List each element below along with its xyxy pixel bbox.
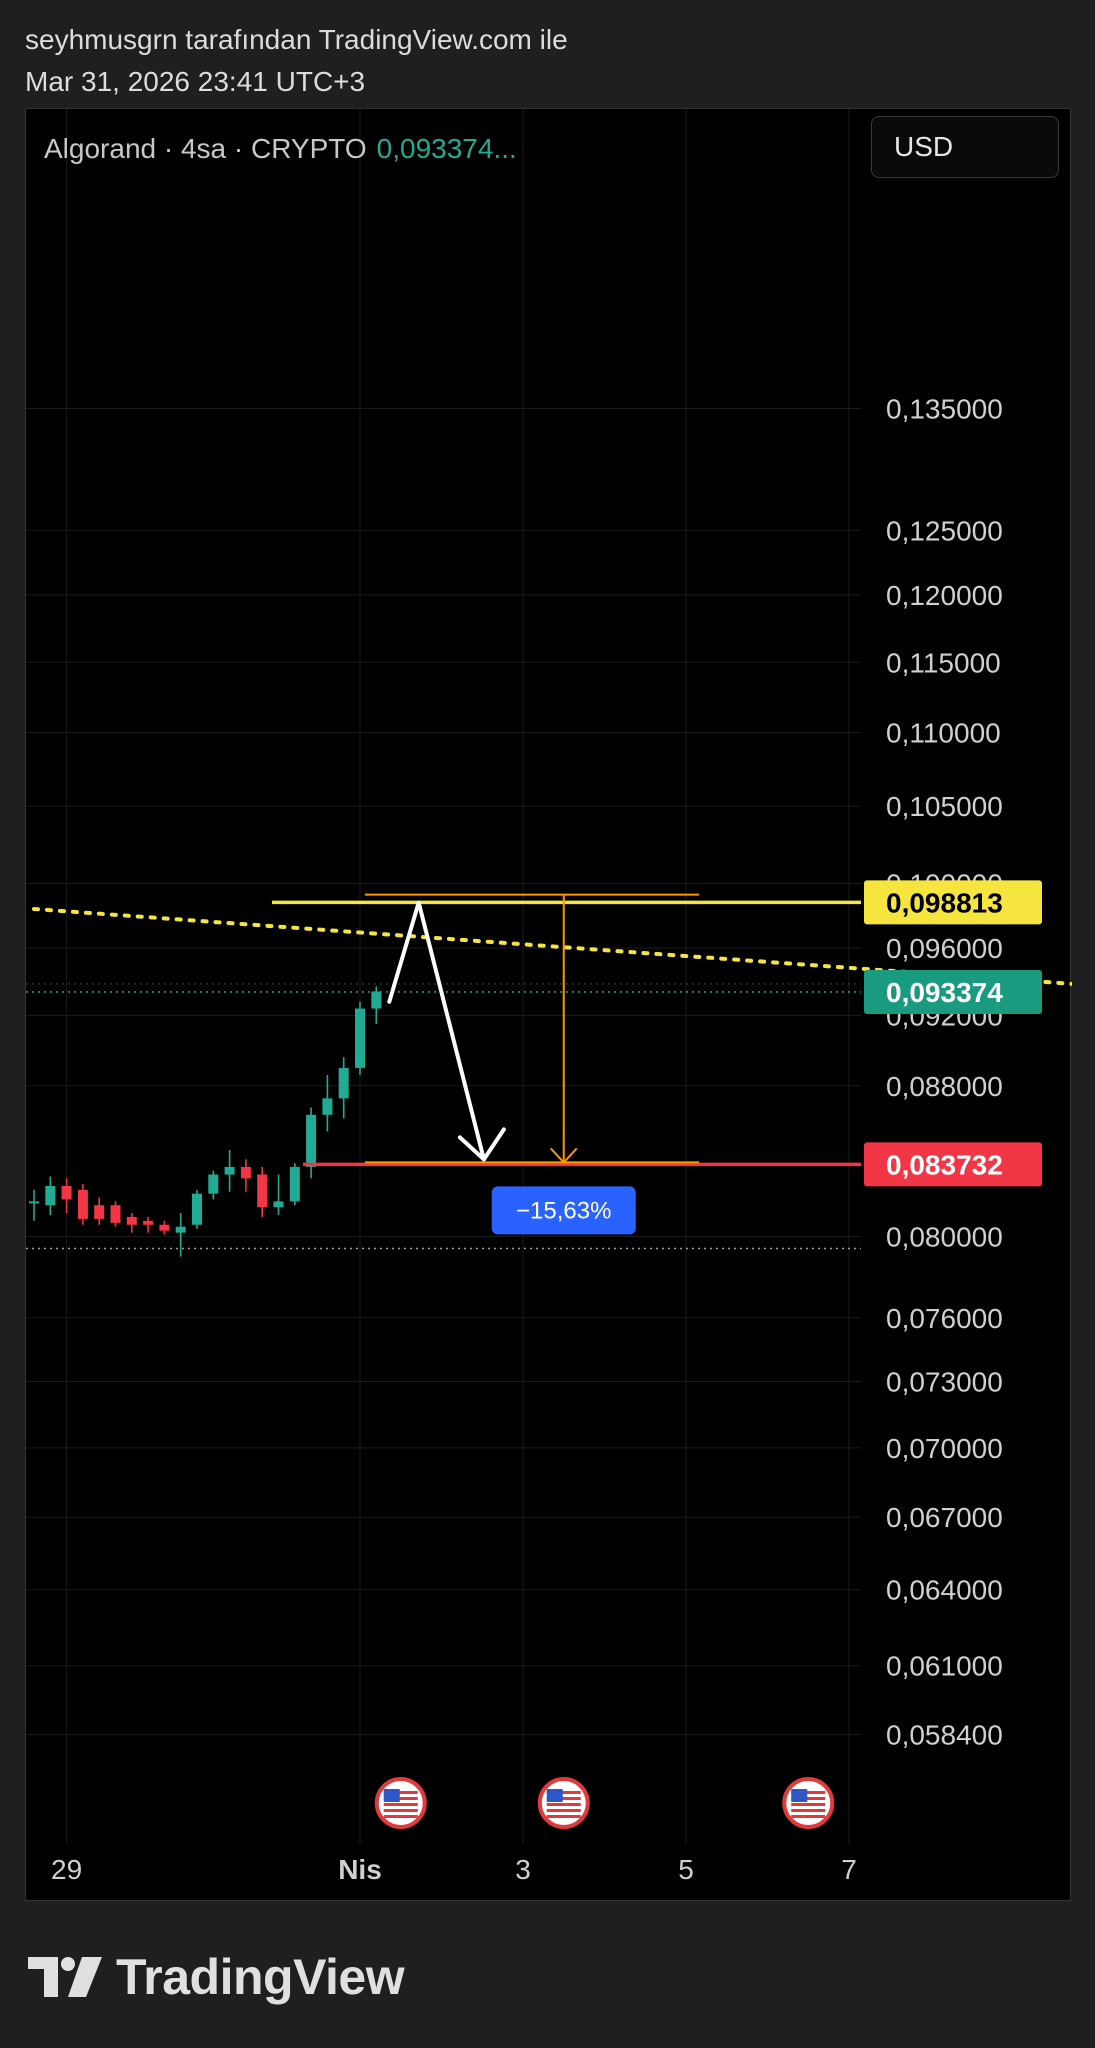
candle-body (45, 1185, 56, 1206)
us-flag-event-icon (374, 1777, 427, 1829)
measure-label: −15,63% (516, 1197, 611, 1224)
flag-stripe (383, 1791, 418, 1794)
flag-stripe (791, 1815, 826, 1818)
candle-body (273, 1201, 284, 1208)
symbol-line: Algorand · 4sa · CRYPTO (44, 133, 367, 164)
y-axis-tick-label: 0,088000 (886, 1071, 1003, 1102)
tradingview-logo[interactable]: TradingView (28, 1948, 405, 2006)
candle-body (257, 1174, 268, 1208)
flag-stripe (791, 1803, 826, 1806)
y-axis-tick-label: 0,076000 (886, 1303, 1003, 1334)
candle-body (338, 1067, 349, 1099)
flag-stripe (791, 1791, 826, 1794)
tradingview-logo-icon (28, 1957, 102, 1997)
y-axis-tick-label: 0,120000 (886, 580, 1003, 611)
price-label-box (864, 969, 1042, 1014)
symbol-legend[interactable]: Algorand · 4sa · CRYPTO 0,093374... (44, 133, 517, 165)
flag-canton (383, 1789, 400, 1802)
y-axis-tick-label: 0,058400 (886, 1720, 1003, 1751)
projection-arrow (387, 900, 486, 1162)
candle-body (29, 1201, 39, 1204)
flag-stripe (791, 1797, 826, 1800)
candle-body (224, 1166, 235, 1175)
trend-line (32, 906, 1072, 986)
candle-body (143, 1220, 154, 1225)
candle-body (306, 1114, 317, 1167)
flag-stripe (546, 1797, 581, 1800)
candle-body (208, 1174, 219, 1194)
candle-body (355, 1008, 365, 1068)
y-axis-tick-label: 0,125000 (886, 515, 1003, 546)
flag-stripe (383, 1797, 418, 1800)
x-axis-tick-label: 29 (51, 1854, 82, 1885)
y-axis-tick-label: 0,110000 (886, 718, 1001, 749)
flag-stripe (546, 1791, 581, 1794)
y-axis-tick-label: 0,070000 (886, 1433, 1003, 1464)
flag-stripe (791, 1809, 826, 1812)
x-axis-tick-label: 3 (515, 1854, 531, 1885)
candle-body (159, 1224, 170, 1231)
chart-frame[interactable]: −15,63% 0,135000 0,125000 0,120000 0,115000 0… (25, 108, 1072, 1902)
y-axis-tick-label: 0,067000 (886, 1502, 1003, 1533)
flag-stripe (383, 1815, 418, 1818)
x-axis-tick-label: Nis (338, 1854, 382, 1885)
candle-body (77, 1189, 88, 1219)
flag-canton (791, 1789, 808, 1802)
flag-stripe (383, 1803, 418, 1806)
flag-stripe (546, 1815, 581, 1818)
price-label: 0,083732 (886, 1149, 1003, 1180)
y-axis-tick-label: 0,061000 (886, 1651, 1003, 1682)
currency-button[interactable]: USD (871, 116, 1059, 178)
projection-arrowhead (457, 1127, 506, 1162)
y-axis-tick-label: 0,115000 (886, 647, 1001, 678)
candle-body (192, 1193, 202, 1225)
price-chart[interactable]: −15,63% 0,135000 0,125000 0,120000 0,115000 0… (26, 109, 1072, 1902)
us-flag-event-icon (537, 1777, 590, 1829)
y-axis-tick-label: 0,080000 (886, 1222, 1003, 1253)
flag-stripe (383, 1809, 418, 1812)
candle-body (289, 1166, 300, 1202)
candle-body (371, 991, 382, 1009)
measure-arrowhead (550, 1147, 578, 1164)
price-label: 0,098813 (886, 887, 1003, 918)
attribution-text: seyhmusgrn tarafından TradingView.com il… (25, 24, 568, 55)
y-axis-tick-label: 0,073000 (886, 1367, 1003, 1398)
y-axis-tick-label: 0,135000 (886, 394, 1003, 425)
us-flag-event-icon (782, 1777, 835, 1829)
y-axis-tick-label: 0,096000 (886, 933, 1003, 964)
snapshot-datetime: Mar 31, 2026 23:41 UTC+3 (25, 66, 366, 97)
y-axis-tick-label: 0,064000 (886, 1575, 1003, 1606)
candle-body (110, 1205, 121, 1223)
price-label-box (864, 880, 1042, 925)
candle-body (175, 1226, 186, 1233)
price-label: 0,093374 (886, 977, 1003, 1008)
flag-canton (546, 1789, 563, 1802)
candle-body (61, 1185, 72, 1200)
candle-body (240, 1166, 251, 1179)
y-axis-tick-label: 0,105000 (886, 791, 1003, 822)
candle-body (126, 1216, 137, 1225)
x-axis-tick-label: 7 (841, 1854, 857, 1885)
price-label-box (864, 1142, 1042, 1187)
tradingview-logo-text: TradingView (116, 1949, 405, 2005)
flag-stripe (546, 1809, 581, 1812)
x-axis-tick-label: 5 (678, 1854, 694, 1885)
candle-body (322, 1098, 333, 1115)
legend-last-price: 0,093374... (376, 133, 517, 164)
candle-body (94, 1205, 105, 1219)
flag-stripe (546, 1803, 581, 1806)
measure-label-box (491, 1186, 636, 1235)
